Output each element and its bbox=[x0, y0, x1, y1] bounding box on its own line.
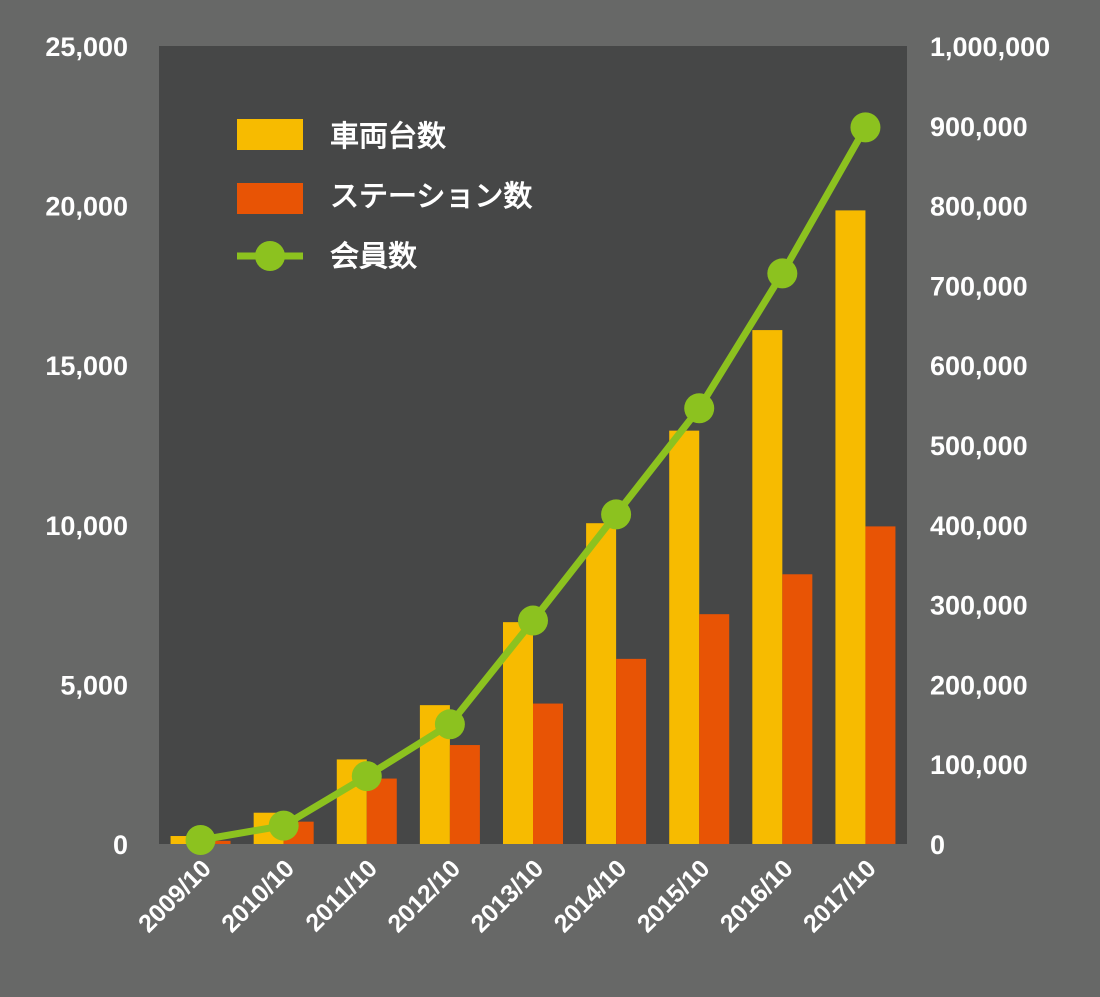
members-point-2015-10 bbox=[684, 393, 715, 424]
bar-vehicles-2015-10 bbox=[669, 430, 700, 844]
bar-vehicles-2014-10 bbox=[586, 523, 617, 844]
left-axis: 0 5,000 10,000 15,000 20,000 25,000 bbox=[45, 32, 128, 860]
x-tick-label: 2017/10 bbox=[798, 854, 882, 938]
bar-stations-2009-10 bbox=[200, 840, 231, 844]
members-point-2012-10 bbox=[434, 709, 465, 740]
bar-stations-2016-10 bbox=[782, 574, 813, 844]
legend-label-stations: ステーション数 bbox=[330, 179, 533, 213]
right-tick-label: 600,000 bbox=[930, 351, 1028, 381]
x-tick-label: 2016/10 bbox=[715, 854, 799, 938]
legend-swatch-stations bbox=[237, 183, 303, 214]
members-line-layer bbox=[185, 112, 881, 856]
left-tick-label: 0 bbox=[113, 830, 128, 860]
left-tick-label: 10,000 bbox=[45, 511, 128, 541]
right-tick-label: 700,000 bbox=[930, 271, 1028, 301]
left-tick-label: 20,000 bbox=[45, 192, 128, 222]
legend-marker-members bbox=[255, 241, 285, 271]
x-tick-label: 2009/10 bbox=[133, 854, 217, 938]
x-tick-label: 2014/10 bbox=[549, 854, 633, 938]
bar-vehicles-2017-10 bbox=[835, 210, 866, 844]
right-tick-label: 800,000 bbox=[930, 192, 1028, 222]
members-point-2011-10 bbox=[351, 761, 382, 792]
left-tick-label: 5,000 bbox=[60, 670, 128, 700]
x-tick-label: 2013/10 bbox=[466, 854, 550, 938]
bar-stations-2012-10 bbox=[449, 745, 480, 844]
left-tick-label: 25,000 bbox=[45, 32, 128, 62]
members-point-2013-10 bbox=[518, 605, 548, 636]
right-tick-label: 300,000 bbox=[930, 591, 1028, 621]
right-tick-label: 500,000 bbox=[930, 431, 1028, 461]
legend-item-members: 会員数 bbox=[237, 239, 418, 273]
legend-item-stations: ステーション数 bbox=[237, 179, 533, 214]
legend-label-vehicles: 車両台数 bbox=[330, 119, 447, 153]
bar-vehicles-2013-10 bbox=[503, 622, 533, 844]
bar-stations-2014-10 bbox=[616, 658, 647, 844]
right-tick-label: 200,000 bbox=[930, 670, 1028, 700]
x-tick-label: 2011/10 bbox=[300, 854, 383, 937]
bar-vehicles-2016-10 bbox=[752, 330, 783, 844]
legend-item-vehicles: 車両台数 bbox=[237, 119, 447, 153]
x-axis: 2009/10 2010/10 2011/10 2012/10 2013/10 2014/… bbox=[133, 854, 882, 938]
bar-stations-2013-10 bbox=[533, 703, 563, 844]
x-tick-label: 2010/10 bbox=[216, 854, 300, 938]
x-tick-label: 2015/10 bbox=[632, 854, 716, 938]
right-tick-label: 900,000 bbox=[930, 112, 1028, 142]
right-tick-label: 0 bbox=[930, 830, 945, 860]
bar-stations-2017-10 bbox=[865, 526, 896, 844]
members-point-2014-10 bbox=[601, 499, 632, 530]
bars-layer bbox=[170, 210, 896, 844]
x-tick-label: 2012/10 bbox=[382, 854, 466, 938]
members-point-2016-10 bbox=[767, 258, 798, 289]
members-point-2010-10 bbox=[268, 810, 299, 841]
bar-stations-2015-10 bbox=[699, 614, 730, 844]
legend-swatch-vehicles bbox=[237, 119, 303, 150]
right-tick-label: 400,000 bbox=[930, 511, 1028, 541]
left-tick-label: 15,000 bbox=[45, 351, 128, 381]
right-tick-label: 1,000,000 bbox=[930, 32, 1050, 62]
right-tick-label: 100,000 bbox=[930, 750, 1028, 780]
members-point-2017-10 bbox=[850, 112, 881, 143]
members-point-2009-10 bbox=[185, 825, 216, 856]
legend-label-members: 会員数 bbox=[330, 239, 418, 273]
right-axis: 0 100,000 200,000 300,000 400,000 500,000 600,… bbox=[930, 32, 1050, 860]
legend: 車両台数 ステーション数 会員数 bbox=[237, 119, 533, 273]
